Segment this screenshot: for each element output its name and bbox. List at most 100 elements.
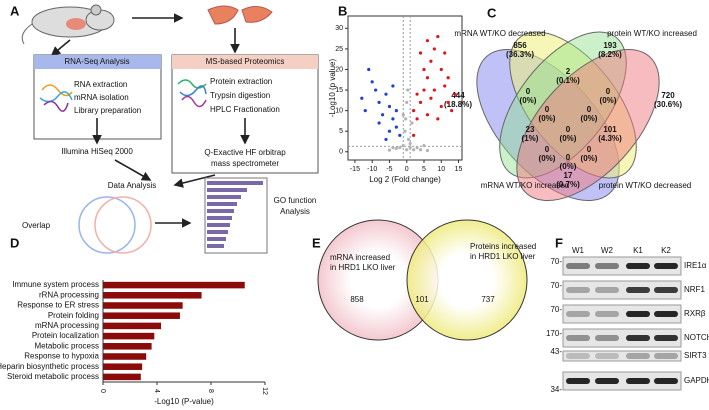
y-tick-label: Response to ER stress (17, 301, 99, 310)
point (374, 88, 378, 92)
count: 858 (350, 295, 364, 304)
set-label: protein WT/KO increased (607, 29, 697, 38)
region-count: 444 (451, 91, 465, 100)
point (439, 67, 443, 72)
point (422, 67, 426, 72)
region-percent: (0%) (581, 114, 598, 123)
lane-label: K2 (661, 246, 671, 255)
protein-label: NOTCH1 (684, 333, 709, 342)
x-tick-label: -5 (386, 166, 392, 173)
point (398, 146, 402, 150)
point (436, 117, 440, 121)
region-percent: (0%) (560, 134, 577, 143)
point (377, 100, 381, 104)
band (626, 287, 650, 293)
bar (103, 312, 180, 319)
region-count: 0 (587, 105, 592, 114)
panel-label: D (10, 235, 19, 250)
point (425, 113, 430, 117)
bar (103, 281, 245, 289)
band (595, 335, 619, 341)
region-count: 0 (606, 87, 611, 96)
point (403, 129, 407, 133)
point (384, 92, 388, 96)
liver (207, 5, 273, 25)
x-tick-label: 5 (422, 166, 426, 173)
point (360, 96, 364, 100)
region-percent: (0%) (600, 96, 617, 105)
region-count: 0 (566, 125, 571, 134)
rna-squiggles (39, 84, 73, 112)
bar (103, 302, 183, 309)
band (626, 311, 650, 317)
point (391, 146, 395, 150)
x-axis-label: Log 2 (Fold change) (369, 175, 441, 184)
overlap-circle (94, 196, 152, 254)
y-tick-label: Protein localization (32, 331, 99, 340)
point (394, 109, 398, 113)
band (595, 353, 619, 359)
marker-label: 70- (550, 281, 562, 290)
band (595, 263, 619, 269)
point (425, 148, 430, 153)
point (401, 144, 405, 148)
label: GO function (274, 196, 317, 205)
blot-strip (562, 350, 682, 362)
point (410, 121, 414, 125)
point (387, 148, 392, 152)
x-tick-label: 0 (99, 389, 106, 393)
region-count: 0 (587, 145, 592, 154)
ms-header (172, 55, 318, 69)
bar (103, 353, 147, 360)
protein-label: GAPDH (684, 376, 709, 385)
blot-strip (562, 256, 682, 276)
plot-frame (347, 15, 463, 161)
count: 101 (415, 295, 429, 304)
band (654, 287, 678, 293)
y-tick-label: rRNA processing (39, 290, 99, 299)
point (418, 51, 423, 55)
y-tick-label: 5 (339, 128, 343, 135)
x-tick-label: 12 (261, 387, 268, 395)
y-axis-label: -Log10 (p value) (328, 59, 337, 118)
band (654, 378, 678, 384)
point (406, 137, 411, 142)
marker-label: 70- (550, 257, 562, 266)
bar (103, 332, 155, 340)
lane-label: W1 (572, 246, 585, 255)
region-count: 23 (526, 125, 535, 134)
bar (103, 373, 141, 381)
band (626, 353, 650, 359)
point (391, 117, 395, 121)
set-label: in HRD1 LKO liver (470, 252, 536, 261)
point (408, 146, 412, 150)
region-percent: (36.3%) (506, 50, 534, 59)
overlap-circle (78, 196, 136, 254)
y-tick-label: Protein folding (48, 311, 99, 320)
region-count: 2 (566, 67, 571, 76)
region-percent: (0%) (560, 162, 577, 171)
arrow (50, 39, 71, 57)
bar (103, 363, 143, 370)
arrow (114, 159, 152, 181)
marker-label: 70- (550, 305, 562, 314)
point (425, 76, 430, 80)
region-count: 17 (564, 171, 573, 180)
protein-label: IRE1α (684, 261, 707, 270)
point (387, 129, 392, 133)
protein-label: NRF1 (684, 285, 705, 294)
x-tick-label: -15 (350, 166, 360, 173)
mouse (21, 4, 115, 45)
protein-squiggles (177, 79, 207, 108)
panel-label: C (487, 5, 497, 20)
x-tick-label: 4 (153, 389, 160, 393)
go-thumbnail (204, 177, 268, 254)
point (394, 125, 398, 129)
platform: Illumina HiSeq 2000 (61, 147, 133, 156)
band (595, 311, 619, 317)
x-tick-label: 10 (437, 166, 445, 173)
count: 737 (481, 295, 495, 304)
point (387, 104, 392, 109)
band (566, 311, 590, 317)
